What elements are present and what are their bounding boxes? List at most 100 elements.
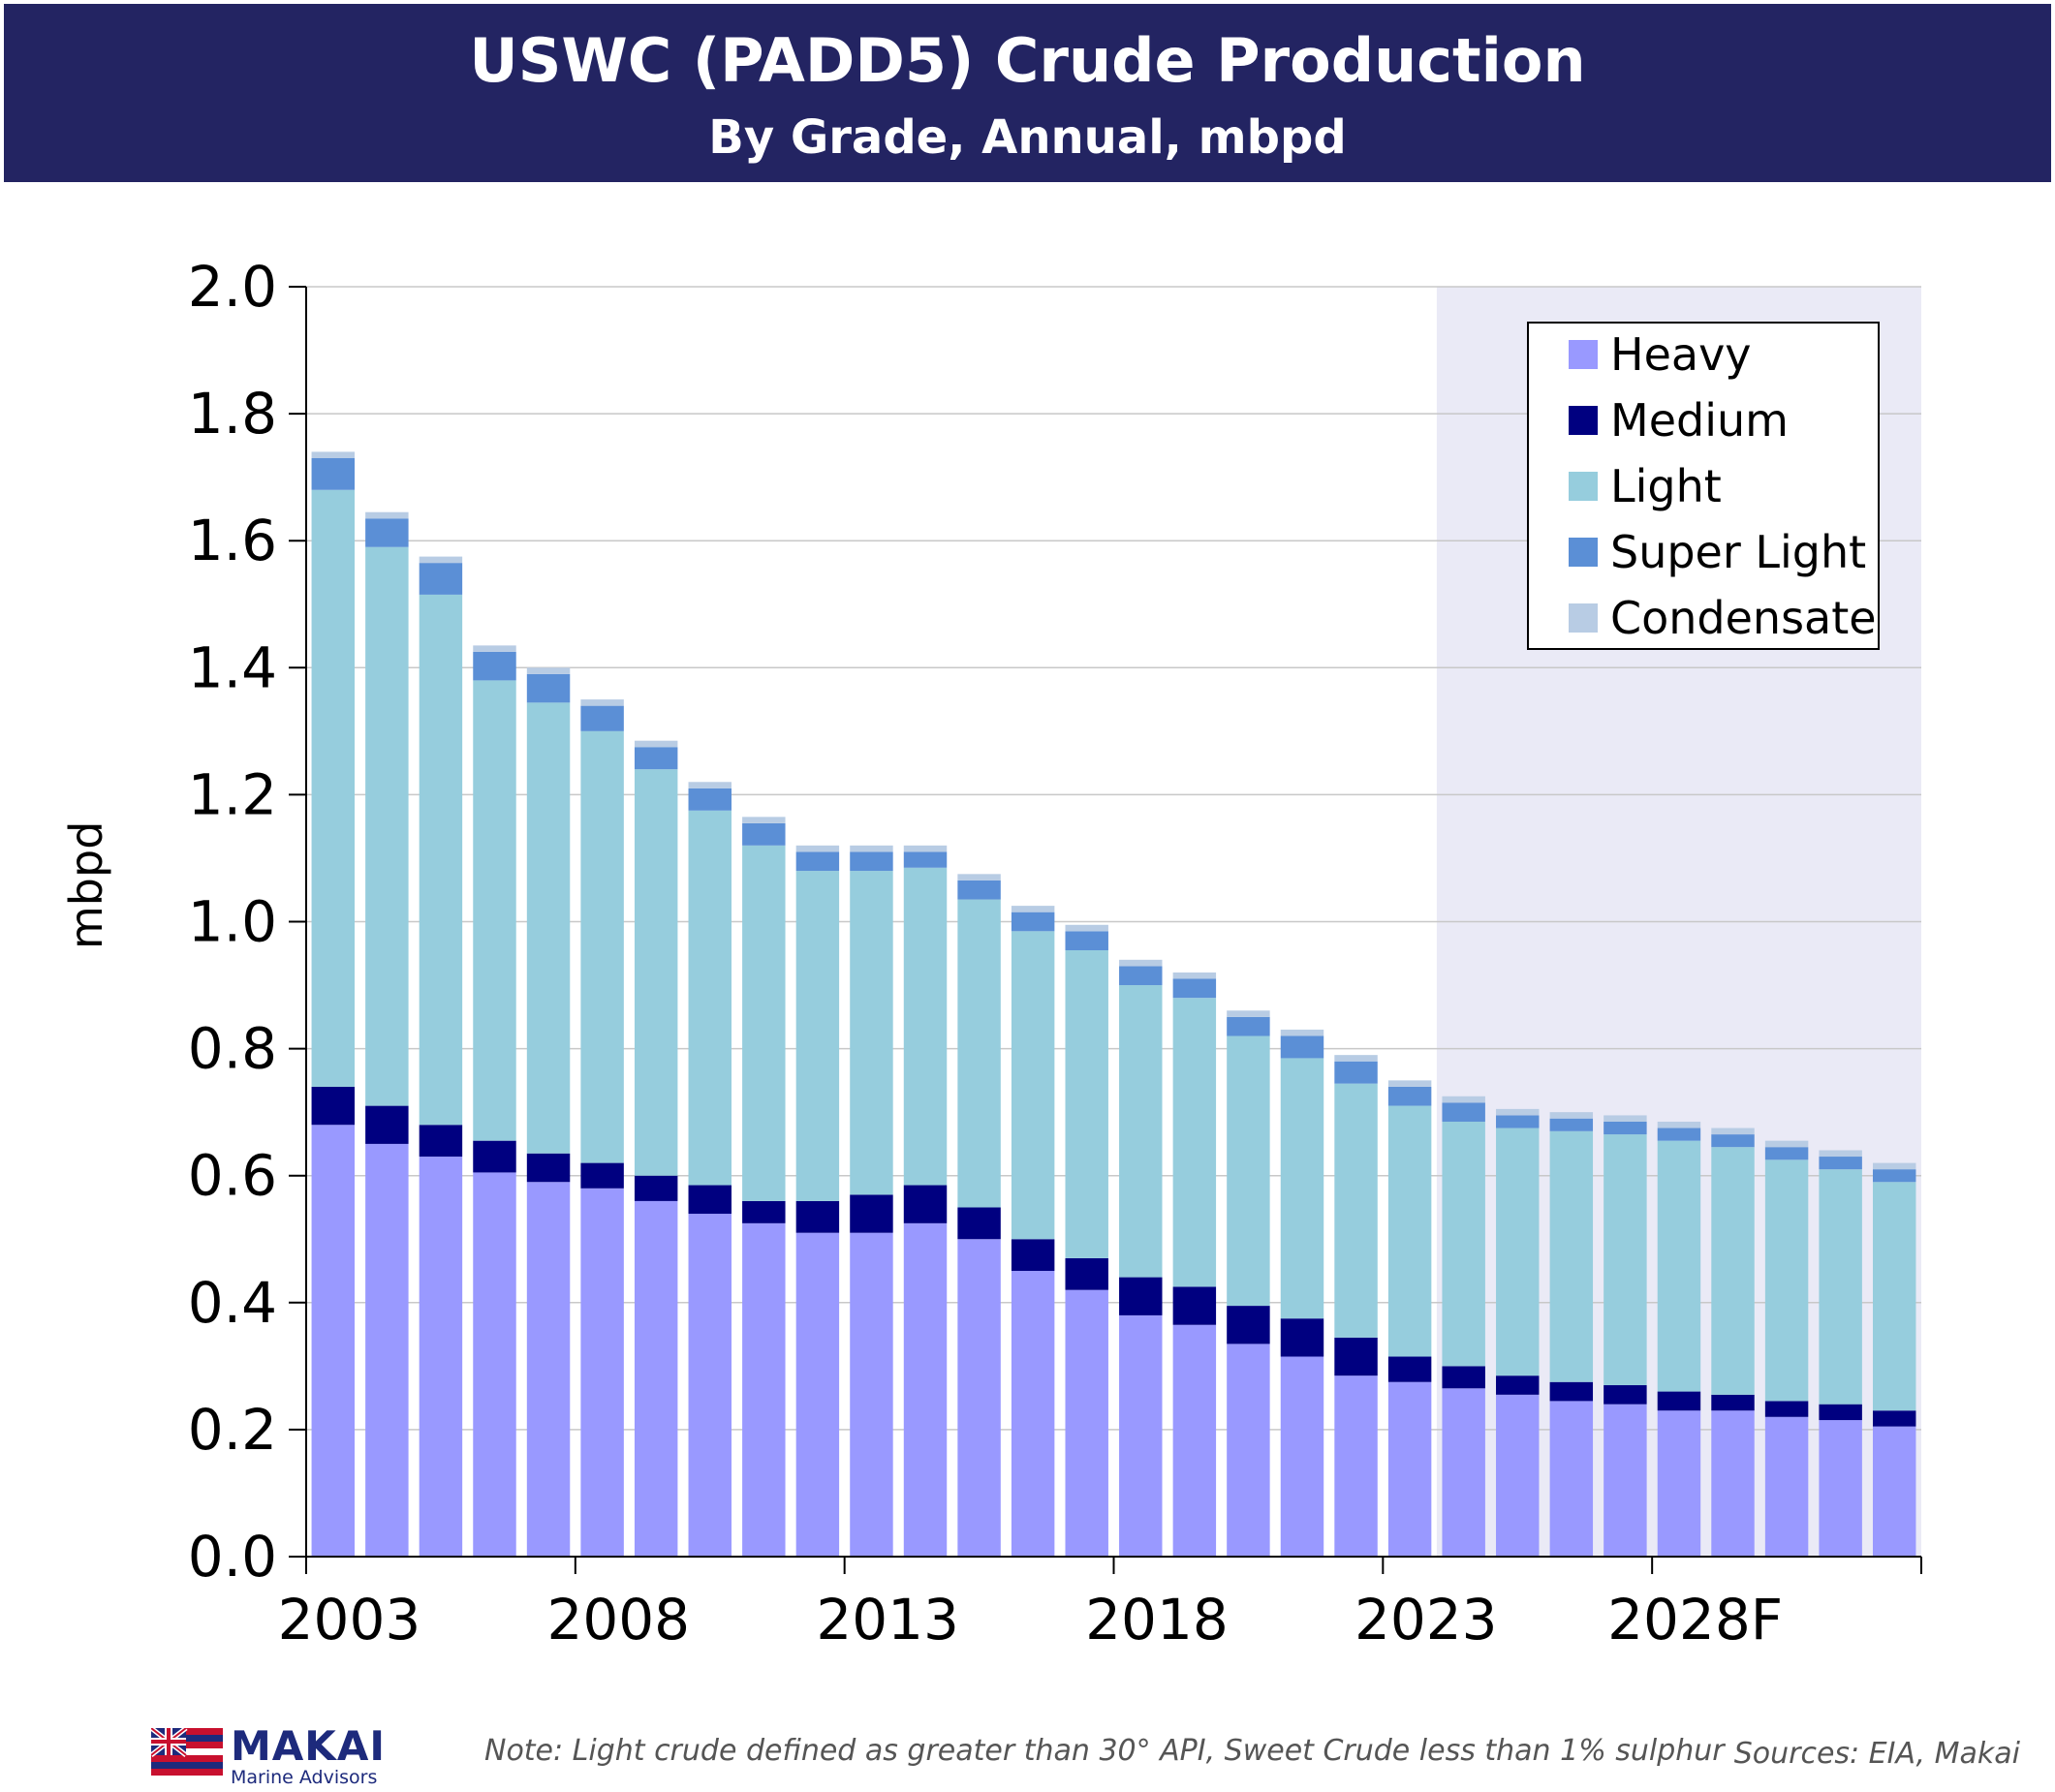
bar-condensate-2008 bbox=[580, 699, 624, 706]
y-tick-label: 1.2 bbox=[188, 761, 277, 827]
bar-medium-2005 bbox=[419, 1125, 463, 1158]
bar-super-light-2011 bbox=[742, 822, 786, 846]
bar-condensate-2007 bbox=[526, 667, 571, 674]
legend-label-super-light: Super Light bbox=[1610, 526, 1866, 578]
bar-light-2026 bbox=[1549, 1130, 1594, 1382]
bar-light-2009 bbox=[634, 769, 678, 1176]
bar-medium-2030 bbox=[1764, 1401, 1809, 1417]
bar-heavy-2023 bbox=[1387, 1381, 1432, 1557]
makai-logo: MAKAI Marine Advisors bbox=[151, 1722, 393, 1788]
bar-super-light-2028 bbox=[1657, 1128, 1701, 1141]
bar-condensate-2027 bbox=[1604, 1115, 1647, 1122]
bar-medium-2008 bbox=[580, 1162, 624, 1189]
bar-medium-2028 bbox=[1657, 1391, 1701, 1411]
x-tick-label: 2013 bbox=[816, 1587, 959, 1653]
bar-medium-2022 bbox=[1334, 1337, 1378, 1376]
bar-medium-2011 bbox=[742, 1200, 786, 1223]
bar-condensate-2031 bbox=[1819, 1150, 1862, 1158]
bar-heavy-2012 bbox=[795, 1232, 840, 1557]
bar-medium-2031 bbox=[1819, 1404, 1862, 1421]
bar-super-light-2012 bbox=[795, 851, 840, 872]
bar-super-light-2006 bbox=[473, 651, 516, 681]
bar-condensate-2014 bbox=[903, 845, 948, 852]
chart-title: USWC (PADD5) Crude Production bbox=[469, 25, 1586, 96]
legend-swatch-light bbox=[1569, 472, 1598, 501]
bar-heavy-2005 bbox=[419, 1157, 463, 1557]
x-tick-label: 2003 bbox=[278, 1587, 421, 1653]
bar-medium-2027 bbox=[1604, 1385, 1647, 1405]
bar-medium-2003 bbox=[311, 1086, 356, 1126]
legend-label-condensate: Condensate bbox=[1610, 592, 1877, 644]
bar-heavy-2030 bbox=[1764, 1416, 1809, 1557]
y-tick-label: 1.0 bbox=[188, 889, 277, 955]
bar-condensate-2022 bbox=[1334, 1055, 1378, 1062]
bar-medium-2023 bbox=[1387, 1356, 1432, 1382]
bar-super-light-2030 bbox=[1764, 1147, 1809, 1160]
bar-light-2007 bbox=[526, 702, 571, 1154]
bar-heavy-2008 bbox=[580, 1188, 624, 1557]
bar-medium-2016 bbox=[1011, 1239, 1055, 1272]
bar-heavy-2009 bbox=[634, 1200, 678, 1557]
bar-heavy-2028 bbox=[1657, 1410, 1701, 1557]
logo-name: MAKAI bbox=[231, 1722, 386, 1770]
bar-condensate-2019 bbox=[1172, 972, 1217, 979]
bar-super-light-2003 bbox=[311, 457, 356, 490]
bar-heavy-2032 bbox=[1872, 1426, 1916, 1557]
bar-condensate-2021 bbox=[1280, 1029, 1324, 1036]
bar-medium-2024 bbox=[1442, 1366, 1485, 1389]
bar-medium-2026 bbox=[1549, 1381, 1594, 1402]
bar-light-2028 bbox=[1657, 1140, 1701, 1392]
bar-medium-2004 bbox=[365, 1105, 409, 1144]
bar-light-2020 bbox=[1227, 1035, 1270, 1307]
bar-light-2030 bbox=[1764, 1159, 1809, 1402]
bar-light-2005 bbox=[419, 594, 463, 1126]
bar-super-light-2017 bbox=[1065, 931, 1108, 950]
bar-condensate-2032 bbox=[1872, 1162, 1916, 1170]
bar-condensate-2030 bbox=[1764, 1140, 1809, 1148]
bar-super-light-2029 bbox=[1711, 1134, 1755, 1148]
bar-medium-2025 bbox=[1496, 1375, 1540, 1395]
bar-light-2019 bbox=[1172, 998, 1217, 1287]
y-tick-label: 0.0 bbox=[188, 1524, 277, 1590]
bar-light-2027 bbox=[1604, 1134, 1647, 1386]
bar-heavy-2019 bbox=[1172, 1324, 1217, 1557]
bar-super-light-2005 bbox=[419, 563, 463, 595]
bar-heavy-2010 bbox=[688, 1214, 732, 1557]
sources-note: Sources: EIA, Makai bbox=[1733, 1737, 2020, 1771]
bar-medium-2019 bbox=[1172, 1286, 1217, 1325]
bar-medium-2017 bbox=[1065, 1257, 1108, 1290]
chart-header: USWC (PADD5) Crude Production By Grade, … bbox=[4, 4, 2051, 182]
bar-heavy-2031 bbox=[1819, 1420, 1862, 1557]
bar-condensate-2010 bbox=[688, 782, 732, 788]
bar-medium-2029 bbox=[1711, 1394, 1755, 1411]
bar-light-2012 bbox=[795, 871, 840, 1201]
y-tick-label: 1.4 bbox=[188, 634, 277, 700]
bar-super-light-2019 bbox=[1172, 978, 1217, 999]
bar-light-2015 bbox=[957, 899, 1001, 1208]
bar-heavy-2020 bbox=[1227, 1344, 1270, 1557]
bar-super-light-2025 bbox=[1496, 1115, 1540, 1128]
hawaii-flag-icon bbox=[151, 1728, 223, 1782]
bar-light-2013 bbox=[850, 871, 893, 1195]
bar-heavy-2017 bbox=[1065, 1289, 1108, 1557]
bar-heavy-2029 bbox=[1711, 1410, 1755, 1557]
y-tick-label: 1.6 bbox=[188, 508, 277, 573]
bar-condensate-2029 bbox=[1711, 1128, 1755, 1135]
bar-condensate-2028 bbox=[1657, 1121, 1701, 1128]
bar-condensate-2009 bbox=[634, 740, 678, 748]
bar-condensate-2015 bbox=[957, 874, 1001, 881]
bar-medium-2032 bbox=[1872, 1410, 1916, 1427]
bar-heavy-2021 bbox=[1280, 1356, 1324, 1557]
bar-super-light-2020 bbox=[1227, 1016, 1270, 1036]
bar-heavy-2026 bbox=[1549, 1401, 1594, 1557]
footnote: Note: Light crude defined as greater tha… bbox=[484, 1734, 1725, 1768]
bar-light-2003 bbox=[311, 489, 356, 1087]
bar-light-2016 bbox=[1011, 931, 1055, 1240]
bar-super-light-2015 bbox=[957, 880, 1001, 900]
bar-condensate-2018 bbox=[1119, 959, 1163, 967]
bar-condensate-2003 bbox=[311, 451, 356, 458]
bar-super-light-2016 bbox=[1011, 911, 1055, 932]
bar-light-2029 bbox=[1711, 1147, 1755, 1395]
bar-heavy-2022 bbox=[1334, 1375, 1378, 1557]
bar-heavy-2024 bbox=[1442, 1388, 1485, 1557]
